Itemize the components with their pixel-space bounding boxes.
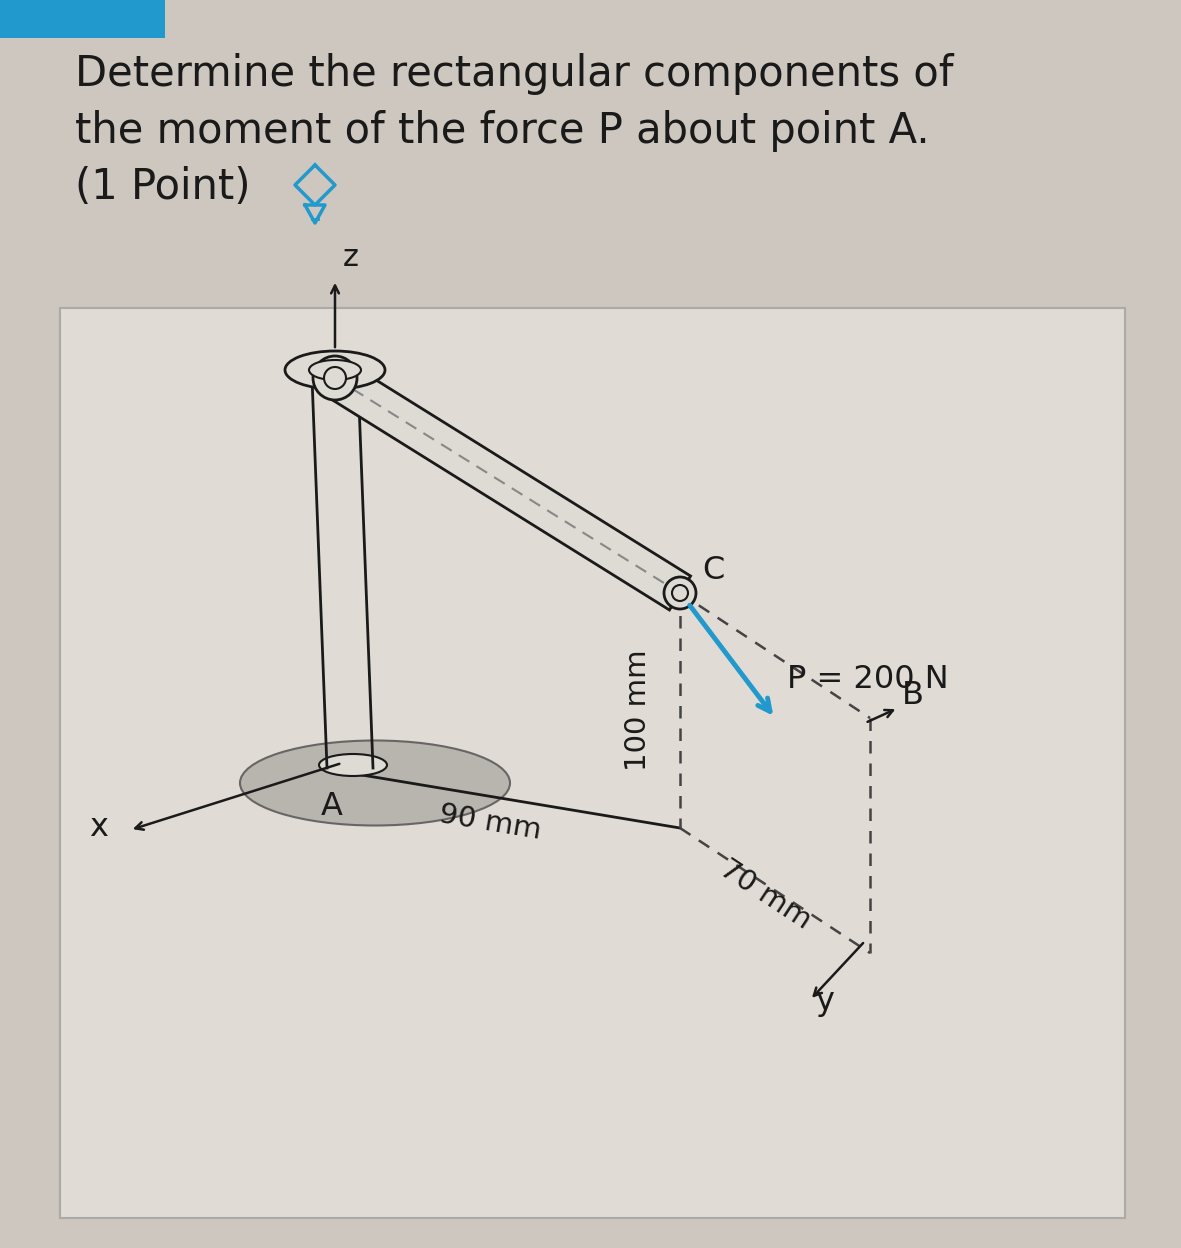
Ellipse shape: [313, 356, 357, 401]
Text: A: A: [321, 791, 342, 822]
Text: (1 Point): (1 Point): [76, 166, 250, 208]
Text: B: B: [902, 680, 924, 711]
Polygon shape: [325, 361, 691, 610]
Ellipse shape: [324, 367, 346, 389]
Ellipse shape: [664, 577, 696, 609]
Ellipse shape: [240, 740, 510, 825]
Bar: [0, 0, 165, 37]
Text: C: C: [702, 555, 724, 587]
Ellipse shape: [319, 754, 387, 776]
Text: z: z: [342, 243, 359, 272]
Text: P = 200 N: P = 200 N: [787, 664, 948, 695]
Text: 70 mm: 70 mm: [715, 855, 816, 935]
Ellipse shape: [309, 359, 361, 379]
Ellipse shape: [672, 585, 689, 602]
Text: 90 mm: 90 mm: [437, 800, 543, 845]
Text: x: x: [89, 812, 107, 844]
Text: the moment of the force P about point A.: the moment of the force P about point A.: [76, 110, 929, 152]
FancyBboxPatch shape: [60, 308, 1125, 1218]
Text: y: y: [815, 986, 834, 1017]
Text: Determine the rectangular components of: Determine the rectangular components of: [76, 52, 953, 95]
Text: 100 mm: 100 mm: [624, 650, 652, 771]
Ellipse shape: [285, 351, 385, 389]
